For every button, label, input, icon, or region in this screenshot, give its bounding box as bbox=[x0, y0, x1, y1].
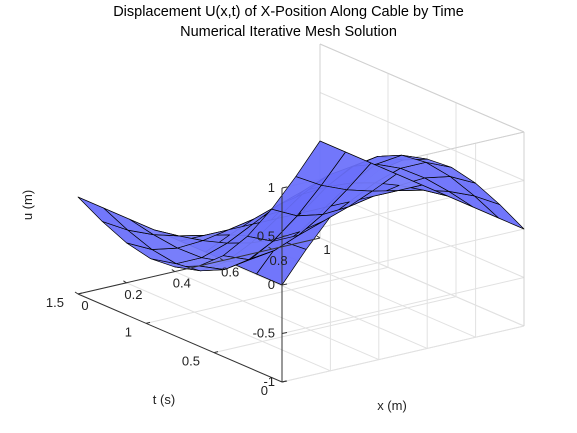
y-tick-label: 0 bbox=[261, 383, 268, 398]
z-tick-label: 0 bbox=[268, 277, 275, 292]
floor-gridline bbox=[271, 248, 476, 338]
chart-subtitle: Numerical Iterative Mesh Solution bbox=[180, 24, 397, 40]
axis-layer: x (m) t (s) u (m) 0 0.2 0.4 0.6 0.8 1 0 0.5 1 1.5… bbox=[20, 180, 407, 413]
wall-gridline bbox=[281, 325, 525, 383]
wall-gridline bbox=[319, 92, 525, 181]
box-edge bbox=[319, 43, 525, 133]
z-tick-label: -0.5 bbox=[253, 326, 275, 341]
x-tick bbox=[74, 291, 79, 295]
surface-patch bbox=[77, 196, 129, 231]
z-tick-label: 1 bbox=[268, 180, 275, 195]
z-tick-label: 0.5 bbox=[257, 229, 275, 244]
floor-gridline bbox=[213, 296, 457, 354]
y-tick-label: 1 bbox=[125, 324, 132, 339]
z-tick bbox=[281, 186, 288, 189]
y-tick bbox=[213, 351, 219, 354]
z-tick bbox=[281, 380, 288, 383]
y-tick bbox=[145, 321, 151, 324]
wall-gridline bbox=[319, 237, 525, 327]
floor-gridline bbox=[174, 271, 379, 361]
y-tick-label: 0.5 bbox=[182, 354, 200, 369]
x-tick bbox=[123, 280, 127, 284]
floor-gridline bbox=[223, 259, 428, 349]
y-axis-label: t (s) bbox=[153, 392, 175, 407]
x-tick-label: 0.2 bbox=[124, 287, 142, 302]
z-tick bbox=[281, 283, 288, 286]
chart-title: Displacement U(x,t) of X-Position Along … bbox=[113, 4, 464, 20]
floor-gridline bbox=[145, 266, 389, 324]
x-tick-label: 0.6 bbox=[221, 264, 239, 279]
surface-layer bbox=[77, 140, 525, 286]
y-axis-line bbox=[77, 293, 283, 383]
x-tick bbox=[268, 246, 272, 250]
y-tick bbox=[77, 292, 83, 295]
z-tick-label: -1 bbox=[263, 374, 275, 389]
wall-gridline bbox=[281, 277, 525, 334]
x-tick bbox=[171, 269, 176, 273]
x-tick-label: 1 bbox=[323, 242, 330, 257]
x-axis-label: x (m) bbox=[377, 398, 407, 413]
floor-gridline bbox=[126, 282, 331, 372]
z-axis-label: u (m) bbox=[20, 190, 35, 220]
x-tick bbox=[219, 257, 224, 261]
wall-gridline bbox=[281, 228, 525, 286]
z-tick bbox=[281, 235, 288, 237]
x-tick bbox=[316, 235, 321, 239]
x-tick-label: 0 bbox=[81, 298, 88, 313]
x-axis-line bbox=[77, 237, 321, 295]
z-tick bbox=[281, 332, 288, 334]
x-tick-label: 0.8 bbox=[270, 253, 288, 268]
y-tick-label: 1.5 bbox=[46, 295, 64, 310]
x-tick-label: 0.4 bbox=[173, 276, 191, 291]
surface-patch bbox=[473, 195, 525, 230]
